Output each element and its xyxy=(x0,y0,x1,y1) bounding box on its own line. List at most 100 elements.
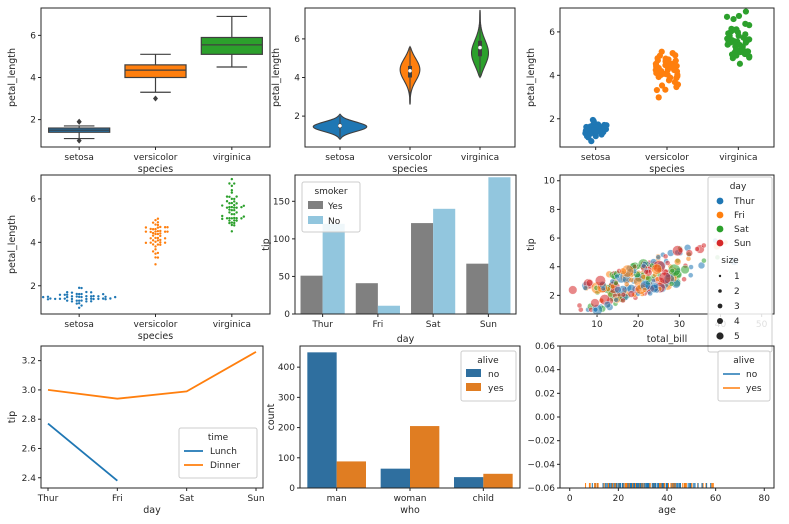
x-tick-label: 10 xyxy=(591,320,603,330)
swarm-point xyxy=(70,300,74,303)
x-tick-label: virginica xyxy=(213,320,251,330)
swarm-point xyxy=(235,195,238,198)
swarm-point xyxy=(233,221,236,225)
legend-swatch xyxy=(716,239,724,247)
scatter-point xyxy=(628,277,634,283)
swarm-point xyxy=(154,227,157,231)
legend-title: alive xyxy=(477,356,499,366)
swarm-point xyxy=(225,217,229,220)
x-tick-label: 0 xyxy=(567,494,573,504)
strip-point xyxy=(672,57,679,64)
bar-no-man xyxy=(307,352,337,488)
swarm-point xyxy=(89,295,93,298)
scatter-point xyxy=(600,285,607,292)
swarm-point xyxy=(159,243,162,246)
swarm-point xyxy=(92,294,95,298)
legend-title: day xyxy=(730,182,747,192)
y-axis-label: count xyxy=(266,403,277,430)
scatter-point xyxy=(688,272,694,278)
swarm-point xyxy=(58,297,62,301)
swarm-point xyxy=(230,191,234,194)
x-tick-label: 80 xyxy=(759,494,771,504)
scatter-point xyxy=(674,258,682,266)
x-tick-label: setosa xyxy=(64,153,93,163)
x-tick-label: 20 xyxy=(613,494,625,504)
swarm-point xyxy=(233,208,236,212)
swarm-point xyxy=(233,206,236,209)
y-tick-label: 6 xyxy=(294,35,300,45)
y-tick-label: 2 xyxy=(549,291,555,301)
swarm-point xyxy=(156,217,160,220)
legend-label: no xyxy=(488,370,500,380)
bar-No-Sun xyxy=(488,177,511,314)
swarm-point xyxy=(235,217,238,220)
y-axis-label: petal_length xyxy=(7,48,18,107)
swarm-point xyxy=(242,204,246,207)
swarm-point xyxy=(235,211,238,214)
swarm-point xyxy=(41,295,45,299)
swarm-point xyxy=(89,291,93,294)
strip-point xyxy=(655,64,662,72)
legend-label: yes xyxy=(746,384,762,394)
swarm-point xyxy=(156,232,160,236)
y-tick-label: 2 xyxy=(30,282,36,292)
swarm-point xyxy=(233,219,236,222)
y-tick-label: 6 xyxy=(30,195,36,205)
strip-point xyxy=(742,8,750,15)
swarm-point xyxy=(80,286,83,290)
legend-label: yes xyxy=(488,384,504,394)
swarm-point xyxy=(151,234,155,237)
y-axis-label: tip xyxy=(7,411,18,423)
legend-size-marker xyxy=(718,274,722,278)
x-tick-label: virginica xyxy=(213,153,251,163)
y-tick-label: 200 xyxy=(278,424,295,434)
x-axis-label: day xyxy=(397,334,415,345)
swarm-point xyxy=(149,241,152,244)
swarm-point xyxy=(240,217,243,220)
swarm-point xyxy=(149,237,152,240)
rug-age: −0.06 −0.04 −0.02 0.00 0.02 0.04 0.06 0 20 40 60 80… xyxy=(527,342,775,516)
swarm-point xyxy=(159,238,162,242)
swarm-point xyxy=(92,297,95,301)
swarm-point xyxy=(230,201,234,205)
swarm-point xyxy=(163,226,167,229)
swarm-point xyxy=(154,240,157,243)
swarm-point xyxy=(80,292,83,296)
swarm-point xyxy=(75,292,78,296)
box-flier xyxy=(76,118,82,125)
swarm-point xyxy=(101,292,105,296)
x-tick-label: setosa xyxy=(64,320,93,330)
bar-Yes-Fri xyxy=(355,283,378,314)
x-tick-label: Thur xyxy=(37,494,59,504)
swarm-point xyxy=(151,239,155,242)
y-tick-label: 8 xyxy=(549,205,555,215)
scatter-point xyxy=(664,260,671,266)
y-tick-label: 0 xyxy=(289,484,295,494)
swarm-point xyxy=(149,227,152,231)
y-tick-label: 6 xyxy=(549,28,555,38)
y-axis-label: tip xyxy=(261,238,272,250)
strip-point xyxy=(724,35,731,42)
swarm-point xyxy=(156,236,160,240)
bar-No-Fri xyxy=(377,305,400,314)
line-Dinner xyxy=(47,351,257,400)
legend-label: Dinner xyxy=(210,461,240,471)
swarm-point xyxy=(89,297,93,300)
swarm-point xyxy=(230,209,234,212)
scatter-point xyxy=(669,267,675,274)
legend-title: time xyxy=(208,433,229,443)
legend-size-marker xyxy=(716,332,724,340)
swarm-point xyxy=(77,306,81,309)
swarm-point xyxy=(233,200,236,203)
swarm-point xyxy=(225,206,229,209)
line-tip-by-day: 2.4 2.6 2.8 3.0 3.2 Thur Fri Sat Sun day tip time Lu… xyxy=(7,345,265,516)
bar-yes-child xyxy=(483,473,513,488)
swarm-point xyxy=(85,297,88,301)
legend-label: 4 xyxy=(734,317,740,327)
x-axis-label: total_bill xyxy=(647,334,687,345)
x-tick-label: Sun xyxy=(247,494,264,504)
swarm-point xyxy=(77,295,81,299)
swarm-point xyxy=(235,202,238,205)
y-tick-label: 2.6 xyxy=(22,444,37,454)
strip-point xyxy=(662,86,669,93)
